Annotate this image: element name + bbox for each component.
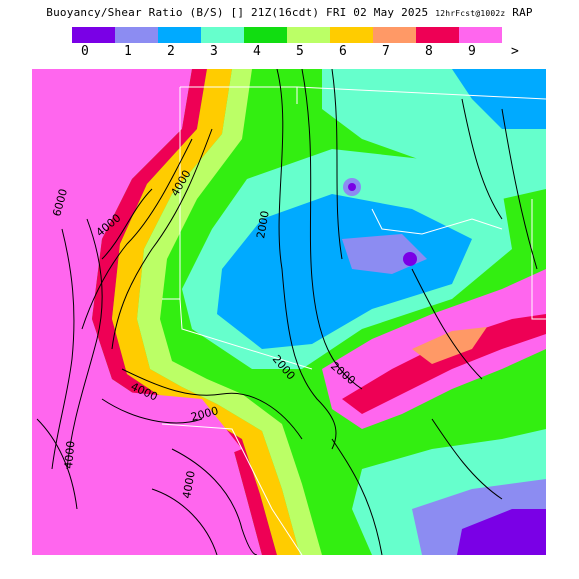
field-bs0-southeast xyxy=(457,509,546,555)
legend-label-9: 9 xyxy=(468,44,476,59)
legend-swatch-9 xyxy=(459,27,502,43)
field-bs7-east xyxy=(412,327,487,364)
field-bs6-band xyxy=(112,69,300,555)
legend-label-5: 5 xyxy=(296,44,304,59)
legend-swatch-1 xyxy=(115,27,158,43)
field-bs9-southwest xyxy=(92,389,242,469)
color-legend xyxy=(72,27,502,43)
field-bs8-band xyxy=(92,69,277,555)
legend-tick-labels: 0 1 2 3 4 5 6 7 8 9 > xyxy=(72,44,545,59)
legend-swatch-6 xyxy=(330,27,373,43)
map-title: Buoyancy/Shear Ratio (B/S) [] 21Z(16cdt)… xyxy=(0,6,579,19)
contour-label-4: 2000 xyxy=(254,210,272,240)
height-contours xyxy=(36,69,538,555)
contour-label-10: 4000 xyxy=(180,470,198,500)
legend-swatch-5 xyxy=(287,27,330,43)
legend-swatch-0 xyxy=(72,27,115,43)
legend-label-1: 1 xyxy=(124,44,132,59)
legend-label-8: 8 xyxy=(425,44,433,59)
legend-label-2: 2 xyxy=(167,44,175,59)
legend-label-overflow: > xyxy=(511,44,519,59)
model-name: RAP xyxy=(512,6,533,19)
field-bs8-east xyxy=(342,314,546,414)
state-boundaries xyxy=(161,86,546,555)
title-main: Buoyancy/Shear Ratio (B/S) xyxy=(46,6,224,19)
legend-label-0: 0 xyxy=(81,44,89,59)
field-bs0-spot xyxy=(348,183,356,191)
field-bs2-northeast xyxy=(452,69,546,129)
contour-label-8: 4000 xyxy=(62,440,77,469)
legend-swatch-4 xyxy=(244,27,287,43)
map-panel: 6000 4000 4000 2000 2000 2000 4000 4000 … xyxy=(32,69,546,555)
field-bs0-spot-2 xyxy=(403,252,417,266)
valid-time: [] 21Z(16cdt) FRI 02 May 2025 xyxy=(230,6,429,19)
legend-label-6: 6 xyxy=(339,44,347,59)
legend-label-3: 3 xyxy=(210,44,218,59)
legend-label-7: 7 xyxy=(382,44,390,59)
legend-label-4: 4 xyxy=(253,44,261,59)
legend-swatch-8 xyxy=(416,27,459,43)
field-bs5-band xyxy=(137,69,322,555)
legend-swatch-3 xyxy=(201,27,244,43)
forecast-info: 12hrFcst@1002z xyxy=(435,9,506,18)
legend-swatch-7 xyxy=(373,27,416,43)
legend-swatch-2 xyxy=(158,27,201,43)
map-svg: 6000 4000 4000 2000 2000 2000 4000 4000 … xyxy=(32,69,546,555)
